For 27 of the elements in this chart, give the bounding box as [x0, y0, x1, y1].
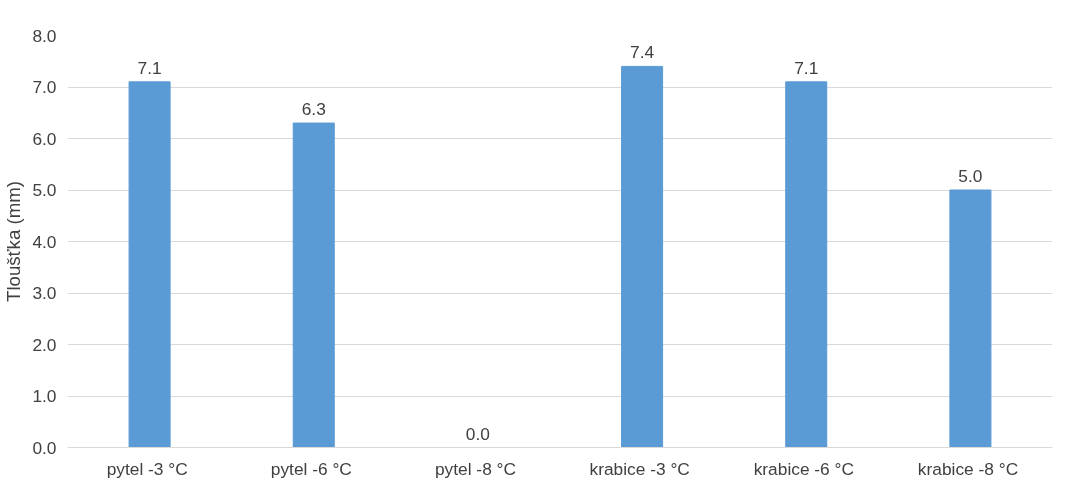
y-tick-label: 0.0 — [32, 437, 57, 458]
bar — [292, 122, 335, 448]
data-label: 0.0 — [465, 423, 490, 444]
bar — [621, 65, 664, 448]
y-tick-label: 8.0 — [32, 25, 57, 46]
data-label: 7.4 — [630, 42, 655, 63]
bar — [949, 189, 992, 448]
x-tick-label: pytel -3 °C — [106, 458, 188, 479]
y-tick-label: 7.0 — [32, 77, 57, 97]
bar — [128, 81, 171, 448]
x-tick-label: pytel -8 °C — [434, 458, 517, 479]
data-label: 7.1 — [794, 57, 819, 78]
x-tick-label: pytel -6 °C — [270, 458, 352, 479]
y-tick-label: 5.0 — [32, 180, 57, 200]
y-tick-label: 6.0 — [32, 128, 57, 149]
y-axis-title: Tloušťka (mm) — [3, 180, 25, 303]
y-tick-label: 1.0 — [32, 386, 57, 406]
data-label: 7.1 — [137, 57, 162, 78]
y-tick-label: 4.0 — [32, 231, 57, 252]
y-tick-label: 2.0 — [32, 334, 57, 355]
x-tick-label: krabice -3 °C — [589, 458, 690, 479]
data-label: 5.0 — [958, 166, 983, 186]
bar — [785, 81, 828, 448]
y-tick-label: 3.0 — [32, 283, 57, 303]
x-tick-label: krabice -6 °C — [753, 458, 855, 479]
x-tick-label: krabice -8 °C — [917, 458, 1019, 479]
data-label: 6.3 — [301, 99, 326, 120]
